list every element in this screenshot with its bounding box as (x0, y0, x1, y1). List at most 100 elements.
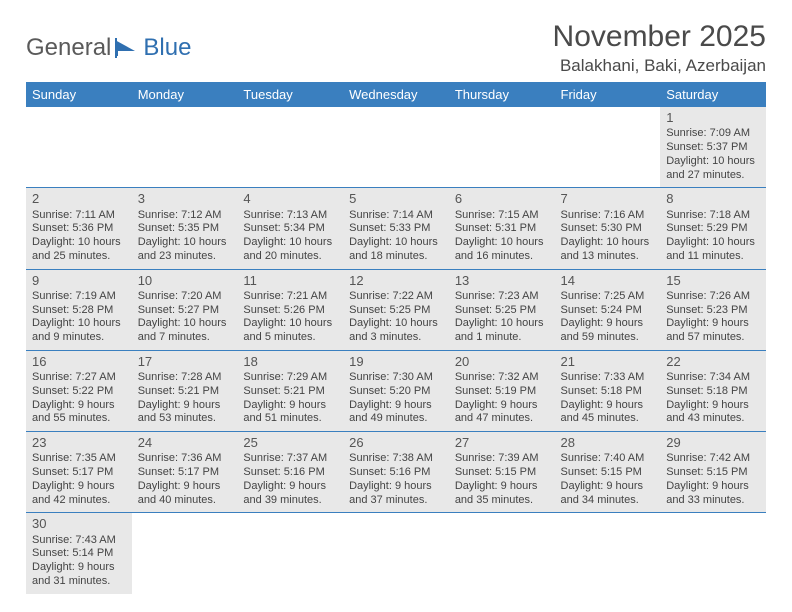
daylight-text: Daylight: 10 hours and 13 minutes. (561, 236, 655, 264)
daylight-text: Daylight: 9 hours and 33 minutes. (666, 480, 760, 508)
sunset-text: Sunset: 5:23 PM (666, 304, 760, 318)
daylight-text: Daylight: 10 hours and 18 minutes. (349, 236, 443, 264)
sunset-text: Sunset: 5:18 PM (561, 385, 655, 399)
sunrise-text: Sunrise: 7:37 AM (243, 452, 337, 466)
calendar-cell: 23Sunrise: 7:35 AMSunset: 5:17 PMDayligh… (26, 432, 132, 513)
calendar-cell: 14Sunrise: 7:25 AMSunset: 5:24 PMDayligh… (555, 269, 661, 350)
calendar-week-row: 2Sunrise: 7:11 AMSunset: 5:36 PMDaylight… (26, 188, 766, 269)
day-number: 8 (666, 191, 760, 207)
day-number: 14 (561, 273, 655, 289)
sunset-text: Sunset: 5:17 PM (138, 466, 232, 480)
calendar-cell: 25Sunrise: 7:37 AMSunset: 5:16 PMDayligh… (237, 432, 343, 513)
calendar-cell: 3Sunrise: 7:12 AMSunset: 5:35 PMDaylight… (132, 188, 238, 269)
day-number: 7 (561, 191, 655, 207)
daylight-text: Daylight: 9 hours and 37 minutes. (349, 480, 443, 508)
calendar-cell: 26Sunrise: 7:38 AMSunset: 5:16 PMDayligh… (343, 432, 449, 513)
sunrise-text: Sunrise: 7:18 AM (666, 209, 760, 223)
day-number: 28 (561, 435, 655, 451)
sunrise-text: Sunrise: 7:20 AM (138, 290, 232, 304)
calendar-cell: 4Sunrise: 7:13 AMSunset: 5:34 PMDaylight… (237, 188, 343, 269)
calendar-cell (237, 513, 343, 594)
logo: General Blue (26, 34, 191, 62)
sunrise-text: Sunrise: 7:11 AM (32, 209, 126, 223)
daylight-text: Daylight: 10 hours and 1 minute. (455, 317, 549, 345)
sunset-text: Sunset: 5:20 PM (349, 385, 443, 399)
daylight-text: Daylight: 9 hours and 45 minutes. (561, 399, 655, 427)
day-number: 6 (455, 191, 549, 207)
daylight-text: Daylight: 10 hours and 11 minutes. (666, 236, 760, 264)
sunset-text: Sunset: 5:14 PM (32, 547, 126, 561)
calendar-cell (555, 107, 661, 188)
calendar-cell: 6Sunrise: 7:15 AMSunset: 5:31 PMDaylight… (449, 188, 555, 269)
daylight-text: Daylight: 9 hours and 53 minutes. (138, 399, 232, 427)
weekday-header: Saturday (660, 82, 766, 107)
calendar-cell (449, 513, 555, 594)
sunset-text: Sunset: 5:15 PM (666, 466, 760, 480)
day-number: 20 (455, 354, 549, 370)
sunset-text: Sunset: 5:24 PM (561, 304, 655, 318)
sunrise-text: Sunrise: 7:26 AM (666, 290, 760, 304)
sunrise-text: Sunrise: 7:42 AM (666, 452, 760, 466)
sunrise-text: Sunrise: 7:36 AM (138, 452, 232, 466)
daylight-text: Daylight: 9 hours and 34 minutes. (561, 480, 655, 508)
day-number: 22 (666, 354, 760, 370)
calendar-cell: 5Sunrise: 7:14 AMSunset: 5:33 PMDaylight… (343, 188, 449, 269)
daylight-text: Daylight: 10 hours and 23 minutes. (138, 236, 232, 264)
calendar-cell (237, 107, 343, 188)
calendar-cell: 11Sunrise: 7:21 AMSunset: 5:26 PMDayligh… (237, 269, 343, 350)
sunrise-text: Sunrise: 7:33 AM (561, 371, 655, 385)
sunset-text: Sunset: 5:21 PM (138, 385, 232, 399)
sunrise-text: Sunrise: 7:32 AM (455, 371, 549, 385)
sunrise-text: Sunrise: 7:35 AM (32, 452, 126, 466)
calendar-cell: 28Sunrise: 7:40 AMSunset: 5:15 PMDayligh… (555, 432, 661, 513)
calendar-week-row: 23Sunrise: 7:35 AMSunset: 5:17 PMDayligh… (26, 432, 766, 513)
calendar-cell: 10Sunrise: 7:20 AMSunset: 5:27 PMDayligh… (132, 269, 238, 350)
daylight-text: Daylight: 10 hours and 25 minutes. (32, 236, 126, 264)
sunset-text: Sunset: 5:21 PM (243, 385, 337, 399)
calendar-cell: 27Sunrise: 7:39 AMSunset: 5:15 PMDayligh… (449, 432, 555, 513)
daylight-text: Daylight: 9 hours and 35 minutes. (455, 480, 549, 508)
daylight-text: Daylight: 9 hours and 31 minutes. (32, 561, 126, 589)
sunset-text: Sunset: 5:22 PM (32, 385, 126, 399)
day-number: 23 (32, 435, 126, 451)
calendar-cell: 8Sunrise: 7:18 AMSunset: 5:29 PMDaylight… (660, 188, 766, 269)
sunset-text: Sunset: 5:17 PM (32, 466, 126, 480)
calendar-cell: 21Sunrise: 7:33 AMSunset: 5:18 PMDayligh… (555, 350, 661, 431)
day-number: 26 (349, 435, 443, 451)
title-block: November 2025 Balakhani, Baki, Azerbaija… (553, 20, 766, 76)
sunrise-text: Sunrise: 7:12 AM (138, 209, 232, 223)
calendar-cell: 30Sunrise: 7:43 AMSunset: 5:14 PMDayligh… (26, 513, 132, 594)
day-number: 24 (138, 435, 232, 451)
day-number: 4 (243, 191, 337, 207)
daylight-text: Daylight: 9 hours and 51 minutes. (243, 399, 337, 427)
sunrise-text: Sunrise: 7:14 AM (349, 209, 443, 223)
sunset-text: Sunset: 5:18 PM (666, 385, 760, 399)
weekday-header: Thursday (449, 82, 555, 107)
calendar-cell (343, 513, 449, 594)
calendar-cell (449, 107, 555, 188)
day-number: 27 (455, 435, 549, 451)
calendar-cell: 13Sunrise: 7:23 AMSunset: 5:25 PMDayligh… (449, 269, 555, 350)
calendar-cell: 20Sunrise: 7:32 AMSunset: 5:19 PMDayligh… (449, 350, 555, 431)
day-number: 12 (349, 273, 443, 289)
weekday-header: Friday (555, 82, 661, 107)
daylight-text: Daylight: 10 hours and 3 minutes. (349, 317, 443, 345)
weekday-header: Tuesday (237, 82, 343, 107)
daylight-text: Daylight: 9 hours and 59 minutes. (561, 317, 655, 345)
daylight-text: Daylight: 9 hours and 39 minutes. (243, 480, 337, 508)
day-number: 9 (32, 273, 126, 289)
sunrise-text: Sunrise: 7:13 AM (243, 209, 337, 223)
sunset-text: Sunset: 5:27 PM (138, 304, 232, 318)
sunset-text: Sunset: 5:31 PM (455, 222, 549, 236)
day-number: 17 (138, 354, 232, 370)
calendar-table: SundayMondayTuesdayWednesdayThursdayFrid… (26, 82, 766, 594)
calendar-cell (132, 513, 238, 594)
sunset-text: Sunset: 5:25 PM (455, 304, 549, 318)
sunrise-text: Sunrise: 7:09 AM (666, 127, 760, 141)
calendar-week-row: 30Sunrise: 7:43 AMSunset: 5:14 PMDayligh… (26, 513, 766, 594)
sunrise-text: Sunrise: 7:19 AM (32, 290, 126, 304)
calendar-cell: 9Sunrise: 7:19 AMSunset: 5:28 PMDaylight… (26, 269, 132, 350)
day-number: 30 (32, 516, 126, 532)
calendar-cell: 2Sunrise: 7:11 AMSunset: 5:36 PMDaylight… (26, 188, 132, 269)
sunset-text: Sunset: 5:15 PM (455, 466, 549, 480)
